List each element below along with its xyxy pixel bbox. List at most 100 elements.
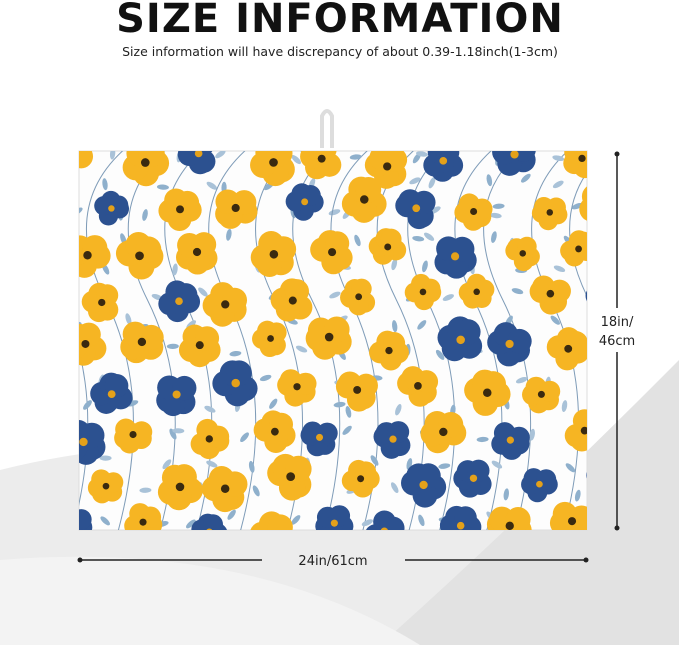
petal [381, 516, 405, 530]
petal [354, 373, 378, 398]
flower-center [220, 484, 230, 493]
leaf [342, 425, 352, 435]
flower-center [175, 482, 185, 492]
flower-center [419, 480, 428, 490]
flower-center [98, 298, 106, 307]
flower-center [270, 427, 279, 436]
leaf [354, 234, 361, 247]
petal [603, 384, 629, 410]
flower-center [412, 204, 421, 213]
petal [591, 202, 616, 227]
leaf [58, 350, 71, 360]
petal [589, 280, 610, 301]
flower-center [293, 383, 301, 391]
flower-center [205, 435, 213, 443]
leaf [156, 184, 169, 190]
flower-center [129, 430, 137, 439]
petal [380, 228, 402, 250]
leaf [361, 519, 373, 527]
petal [52, 137, 76, 161]
leaf [169, 428, 177, 440]
flower-center [269, 249, 279, 259]
flower-center [324, 332, 334, 342]
leaf [79, 207, 83, 216]
flower-center [353, 385, 362, 394]
flower-center [470, 208, 478, 216]
flower-center [221, 300, 230, 309]
flower-center [385, 346, 393, 355]
flower-center [231, 378, 240, 388]
flower-center [506, 436, 514, 444]
leaf [395, 404, 402, 416]
petal [608, 381, 634, 407]
flower-center [389, 435, 397, 443]
flower-center [567, 517, 577, 526]
flower-center [384, 243, 392, 251]
flower-center [380, 527, 388, 530]
flower-center [360, 195, 369, 204]
leaf [166, 343, 179, 349]
flower-center [469, 474, 478, 482]
flower-center [79, 437, 88, 447]
leaf [248, 460, 255, 473]
subtitle: Size information will have discrepancy o… [122, 44, 558, 59]
leaf [595, 204, 607, 210]
leaf [204, 405, 216, 413]
leaf [438, 463, 451, 469]
flower-center [206, 528, 213, 530]
leaf [529, 428, 535, 441]
petal [267, 514, 293, 530]
leaf [587, 172, 594, 185]
leaf [48, 294, 61, 302]
leaf [198, 287, 208, 297]
leaf [49, 432, 56, 445]
stem [569, 171, 587, 298]
leaf [206, 460, 218, 468]
leaf [56, 153, 68, 165]
stem [127, 151, 176, 530]
leaf [412, 235, 425, 242]
width-label: 24in/61cm [298, 554, 367, 569]
petal [599, 196, 624, 221]
title: SIZE INFORMATION [116, 0, 564, 42]
flower-center [194, 151, 203, 158]
flower-center [357, 475, 365, 483]
flower-center [564, 344, 573, 353]
petal [79, 151, 92, 163]
flower-center [439, 157, 448, 165]
leaf [491, 460, 503, 469]
flower-center [135, 251, 144, 261]
petal [581, 186, 587, 207]
stem [483, 151, 532, 530]
leaf [349, 154, 362, 160]
flower-center [269, 158, 278, 167]
label-bg [594, 308, 640, 352]
petal [608, 364, 634, 390]
flower-center [286, 472, 296, 481]
line-end [614, 525, 620, 531]
flower-center [483, 388, 492, 397]
petal [355, 177, 382, 203]
leaf [57, 177, 69, 189]
leaf [503, 488, 509, 501]
leaf [370, 455, 379, 466]
leaf [259, 374, 272, 382]
floral-pattern [48, 137, 634, 530]
leaf [291, 515, 301, 525]
flower-center [451, 252, 460, 261]
leaf [552, 180, 564, 189]
leaf [226, 228, 232, 241]
flower-center [67, 152, 75, 160]
flower-center [355, 293, 363, 301]
flower-center [195, 341, 204, 350]
leaf [604, 151, 613, 164]
flower-center [267, 335, 274, 342]
leaf [489, 212, 502, 219]
leaf [476, 436, 489, 443]
leaf [109, 151, 116, 160]
leaf [391, 258, 398, 271]
height-label: 46cm [599, 334, 635, 349]
leaf [609, 265, 621, 277]
flower-center [107, 390, 116, 399]
petal [130, 421, 153, 443]
